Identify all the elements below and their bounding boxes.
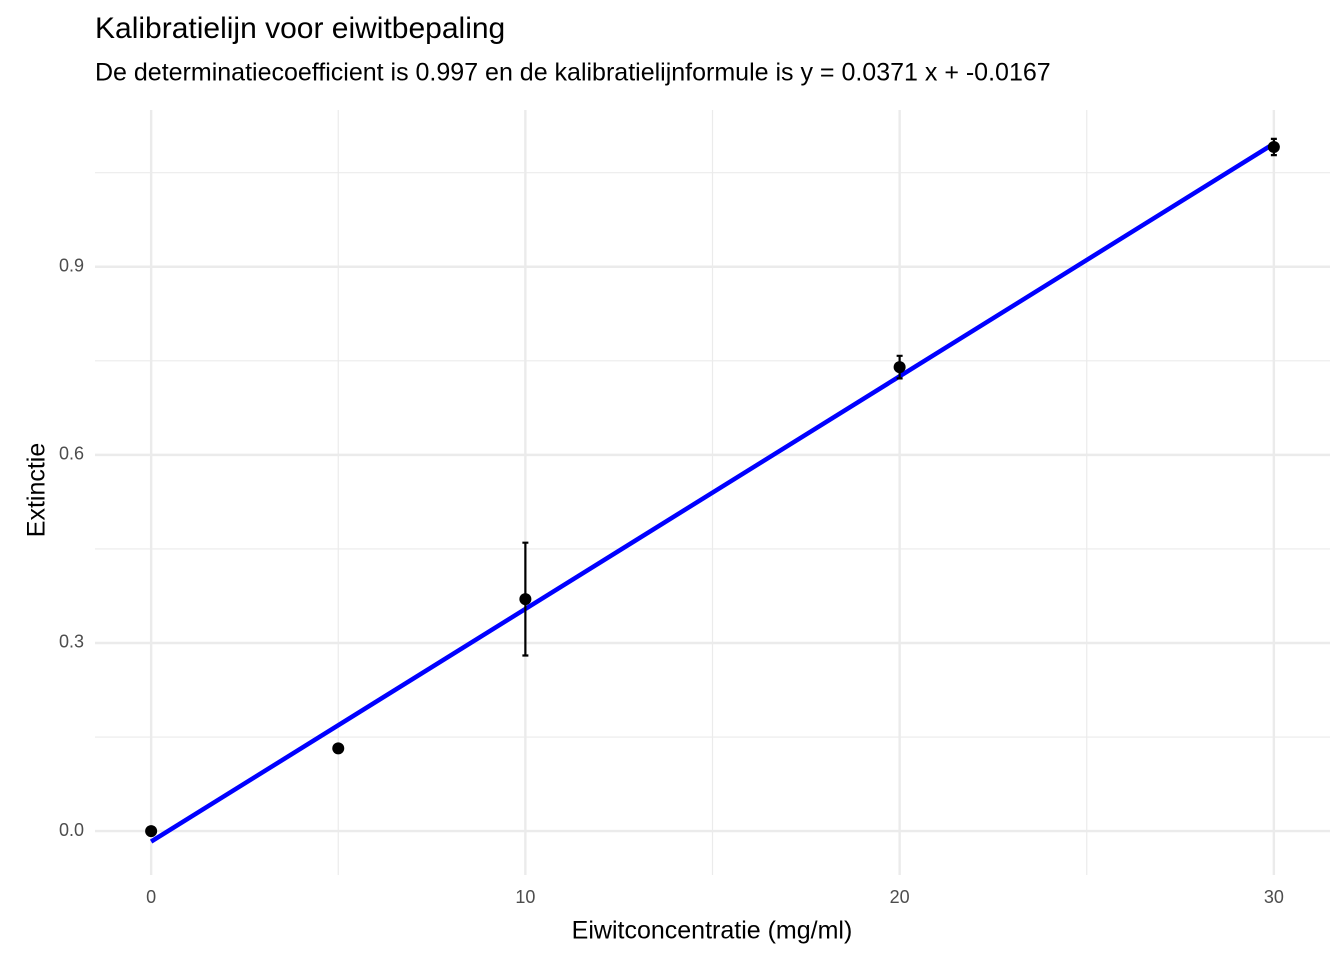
data-point [145, 825, 158, 838]
data-point [519, 593, 532, 606]
fit-line [149, 141, 1276, 844]
chart-title: Kalibratielijn voor eiwitbepaling [95, 12, 505, 45]
x-axis-title: Eiwitconcentratie (mg/ml) [572, 917, 853, 945]
x-tick-label: 20 [890, 887, 910, 907]
x-tick-label: 0 [146, 887, 156, 907]
x-tick-label: 10 [515, 887, 535, 907]
chart-subtitle: De determinatiecoefficient is 0.997 en d… [95, 59, 1051, 87]
x-tick-label: 30 [1264, 887, 1284, 907]
data-point [1267, 140, 1280, 153]
y-tick-label: 0.6 [59, 444, 84, 464]
y-axis-title: Extinctie [23, 443, 51, 537]
data-point [893, 361, 906, 374]
data-point [332, 742, 345, 755]
y-tick-label: 0.3 [59, 632, 84, 652]
y-tick-label: 0.0 [59, 820, 84, 840]
y-tick-label: 0.9 [59, 256, 84, 276]
